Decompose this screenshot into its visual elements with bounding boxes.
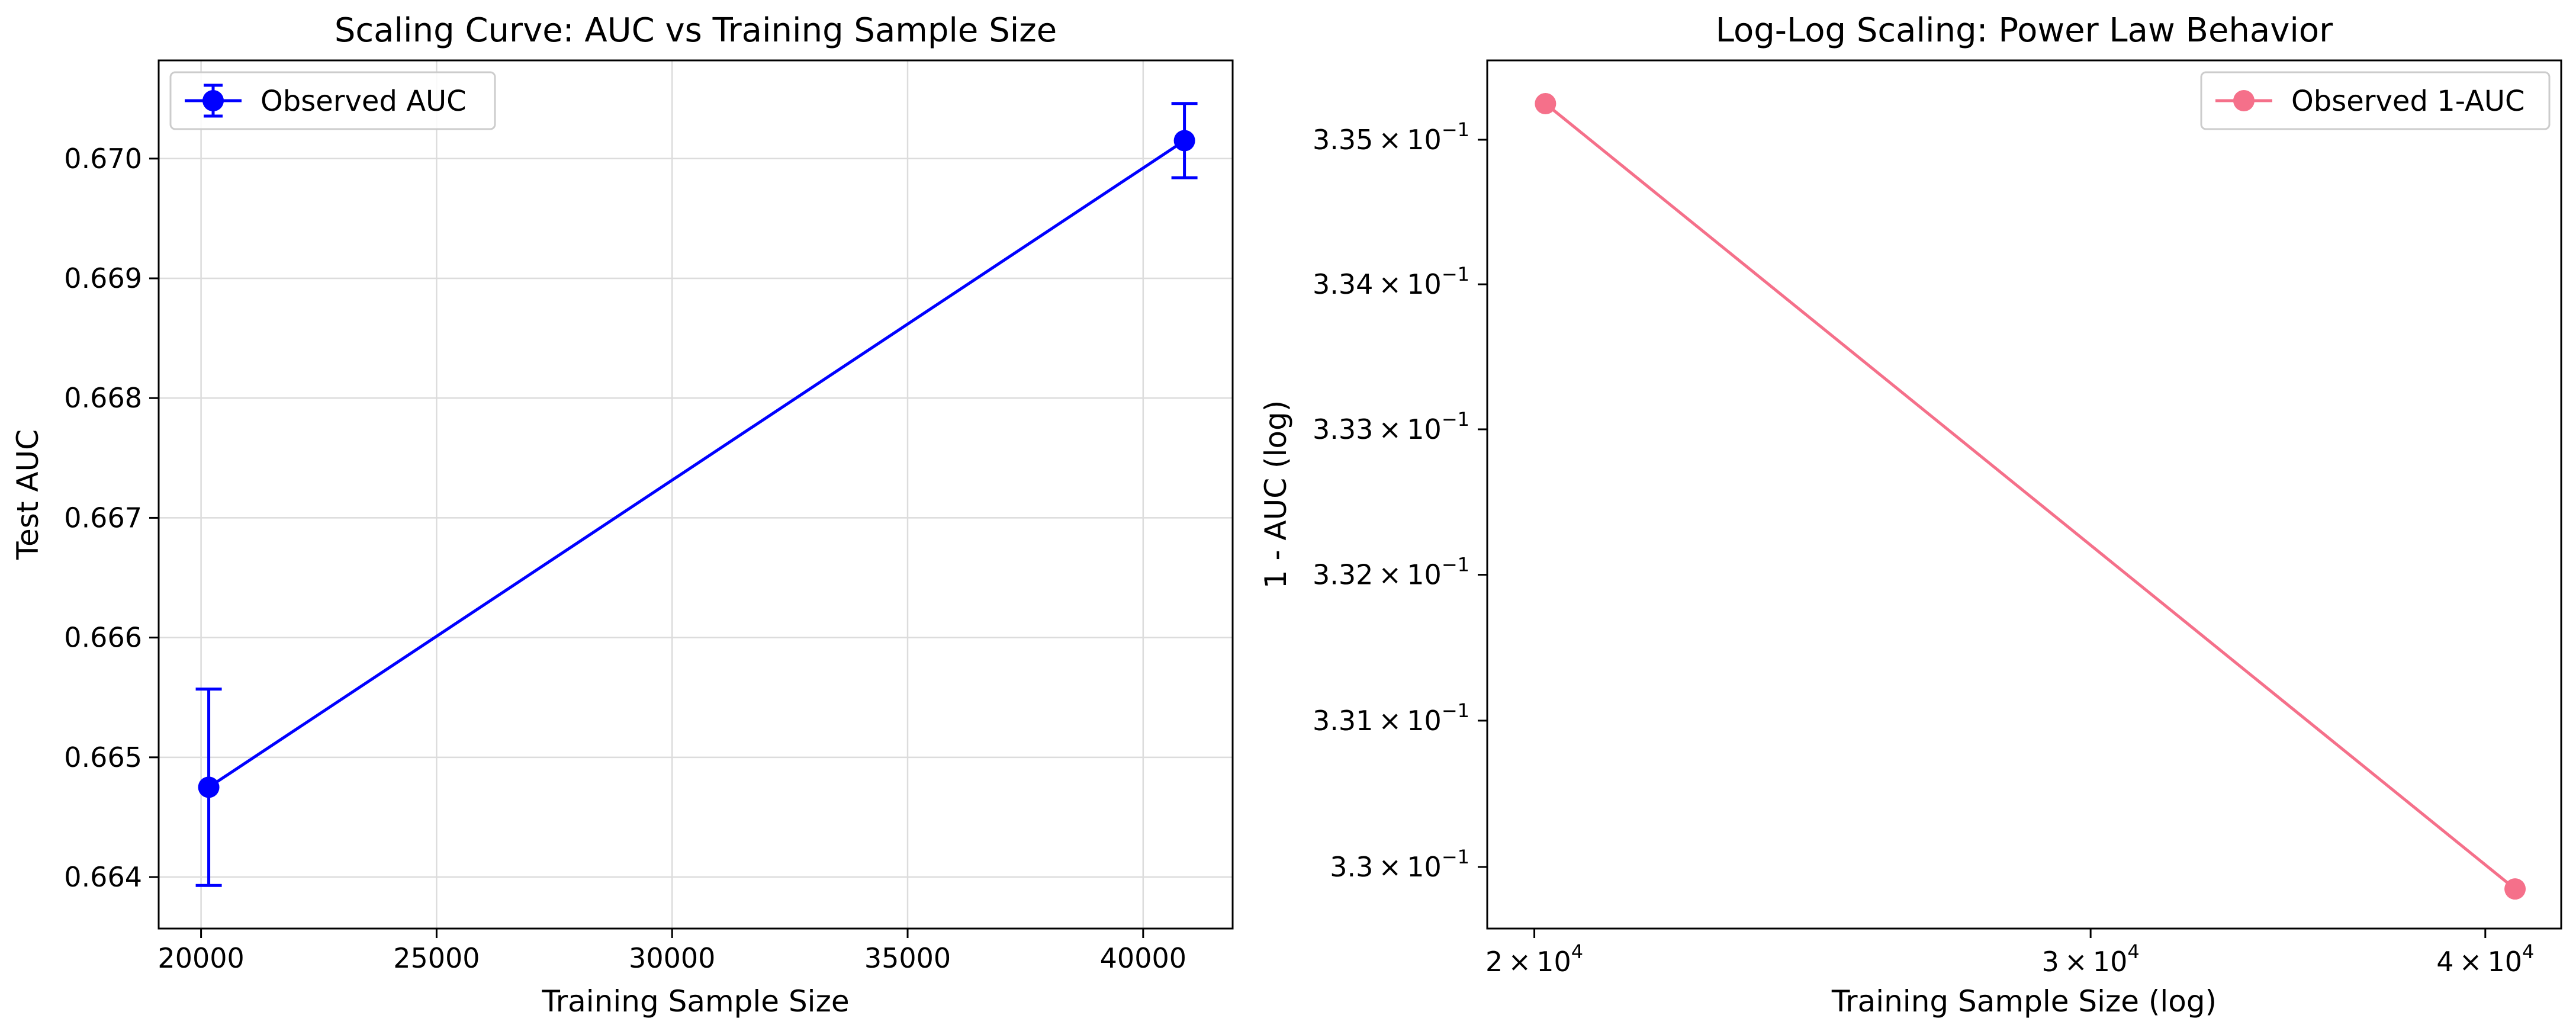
chart-title: Log-Log Scaling: Power Law Behavior <box>1716 11 2333 50</box>
y-tick-label: 0.666 <box>64 622 142 654</box>
data-point <box>2504 878 2526 900</box>
legend-marker <box>202 90 224 111</box>
x-tick-times: × 10 <box>2454 946 2522 978</box>
y-tick-times: × 10 <box>1373 851 1441 883</box>
y-tick-base: 3.31 <box>1313 705 1373 737</box>
series-line <box>208 139 1185 789</box>
legend-label: Observed AUC <box>261 85 467 118</box>
series-line <box>1544 102 2516 891</box>
data-point <box>198 776 220 798</box>
y-tick-label: 3.34 × 10−1 <box>1313 263 1469 300</box>
y-tick-exponent: −1 <box>1442 408 1469 431</box>
y-tick-label: 3.3 × 10−1 <box>1330 846 1469 883</box>
y-tick-times: × 10 <box>1373 124 1441 156</box>
chart-title: Scaling Curve: AUC vs Training Sample Si… <box>335 11 1057 50</box>
plot-frame <box>157 59 1234 930</box>
y-tick-label: 0.670 <box>64 143 142 175</box>
chart-left-auc-scaling: Scaling Curve: AUC vs Training Sample Si… <box>11 11 1234 1019</box>
y-tick-label: 0.668 <box>64 382 142 414</box>
x-tick-times: × 10 <box>1503 946 1571 978</box>
y-tick-base: 3.33 <box>1313 413 1373 445</box>
y-tick-exponent: −1 <box>1442 263 1469 285</box>
y-tick-times: × 10 <box>1373 705 1441 737</box>
y-tick-label: 3.35 × 10−1 <box>1313 118 1469 156</box>
x-axis-label: Training Sample Size <box>541 984 849 1019</box>
x-tick-label: 20000 <box>157 942 244 974</box>
x-tick-base: 4 <box>2436 946 2453 978</box>
y-tick-exponent: −1 <box>1442 846 1469 868</box>
y-tick-times: × 10 <box>1373 559 1441 591</box>
series-0 <box>1535 93 2526 900</box>
x-tick-times: × 10 <box>2059 946 2127 978</box>
y-tick-label: 0.665 <box>64 741 142 773</box>
legend: Observed 1-AUC <box>2200 71 2551 130</box>
y-tick-times: × 10 <box>1373 413 1441 445</box>
y-axis-label: 1 - AUC (log) <box>1259 400 1293 589</box>
x-tick-label: 30000 <box>629 942 715 974</box>
legend: Observed AUC <box>169 71 496 130</box>
y-tick-exponent: −1 <box>1442 118 1469 141</box>
y-tick-base: 3.35 <box>1313 124 1373 156</box>
legend-marker <box>2233 90 2255 111</box>
x-tick-label: 4 × 104 <box>2436 940 2534 978</box>
y-tick-base: 3.32 <box>1313 559 1373 591</box>
y-tick-label: 0.664 <box>64 861 142 893</box>
y-tick-base: 3.34 <box>1313 268 1373 300</box>
y-tick-label: 3.33 × 10−1 <box>1313 408 1469 445</box>
plot-frame <box>1486 59 2562 930</box>
x-tick-base: 3 <box>2042 946 2059 978</box>
x-axis-label: Training Sample Size (log) <box>1831 984 2217 1019</box>
data-point <box>1535 93 1556 115</box>
y-tick-label: 3.32 × 10−1 <box>1313 554 1469 591</box>
legend-box <box>169 71 496 130</box>
y-tick-base: 3.3 <box>1330 851 1373 883</box>
x-tick-label: 3 × 104 <box>2042 940 2140 978</box>
legend-box <box>2200 71 2551 130</box>
x-tick-exponent: 4 <box>1571 940 1583 963</box>
series-0 <box>195 102 1198 887</box>
y-tick-label: 0.667 <box>64 502 142 534</box>
data-point <box>1173 130 1195 152</box>
y-tick-label: 0.669 <box>64 262 142 294</box>
y-tick-exponent: −1 <box>1442 554 1469 576</box>
y-tick-times: × 10 <box>1373 268 1441 300</box>
grid-lines <box>159 60 1233 929</box>
chart-right-loglog-scaling: Log-Log Scaling: Power Law Behavior 2 × 1… <box>1259 11 2562 1019</box>
y-axis-label: Test AUC <box>11 429 45 560</box>
x-tick-label: 25000 <box>393 942 480 974</box>
x-tick-label: 2 × 104 <box>1485 940 1583 978</box>
x-tick-base: 2 <box>1485 946 1503 978</box>
x-tick-label: 40000 <box>1100 942 1186 974</box>
legend-label: Observed 1-AUC <box>2291 85 2524 118</box>
x-tick-exponent: 4 <box>2522 940 2534 963</box>
x-tick-exponent: 4 <box>2127 940 2139 963</box>
x-tick-label: 35000 <box>864 942 951 974</box>
y-tick-label: 3.31 × 10−1 <box>1313 699 1469 737</box>
y-tick-exponent: −1 <box>1442 699 1469 722</box>
